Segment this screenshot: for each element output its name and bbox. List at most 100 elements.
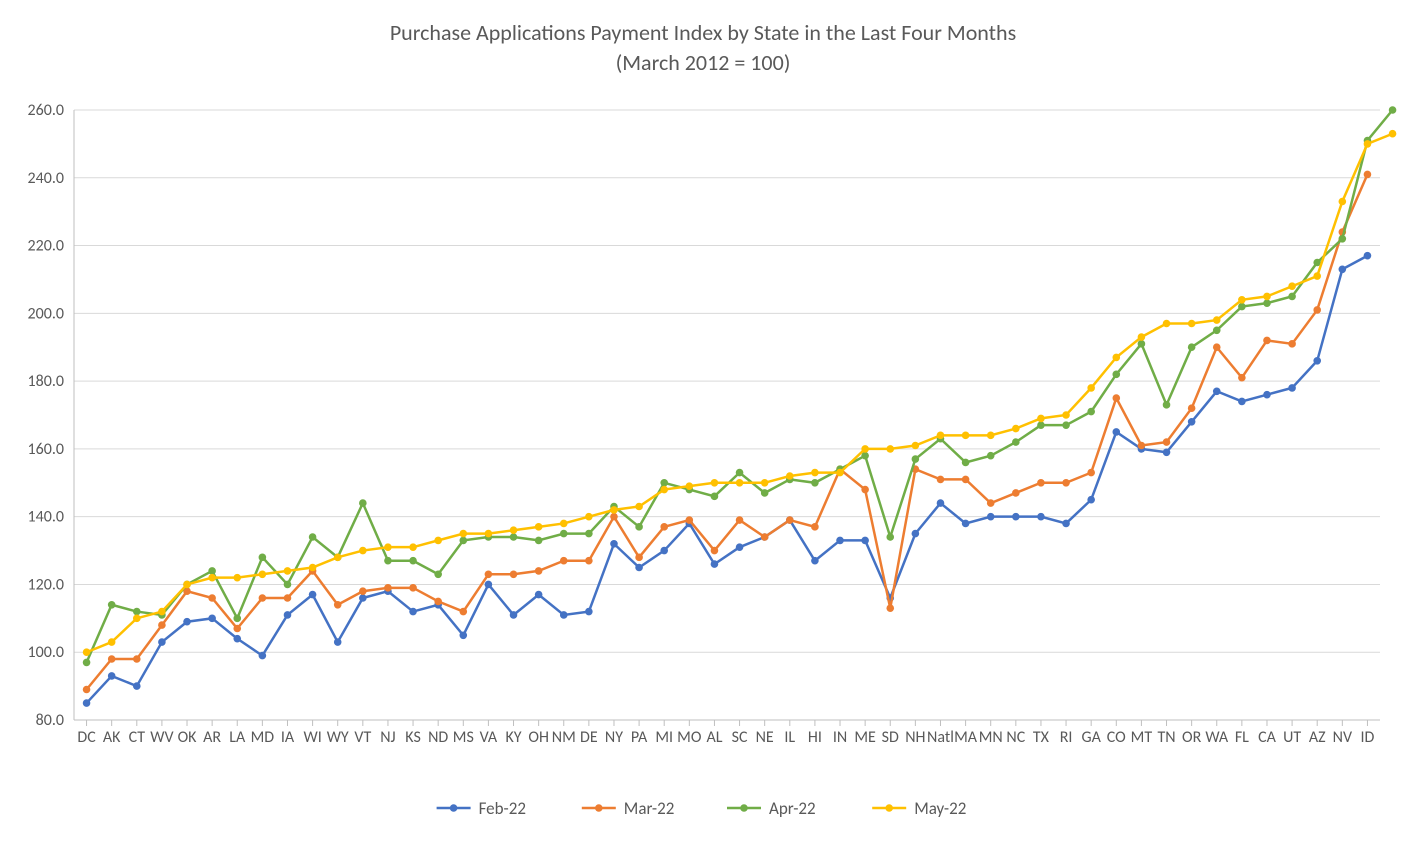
x-tick-label: KS	[405, 728, 421, 747]
series-marker	[761, 489, 769, 497]
series-marker	[183, 581, 191, 589]
series-marker	[660, 479, 668, 487]
series-marker	[1339, 265, 1347, 273]
series-marker	[384, 557, 392, 565]
x-tick-label: KY	[505, 728, 521, 747]
series-marker	[886, 445, 894, 453]
series-marker	[133, 682, 141, 690]
series-marker	[459, 608, 467, 616]
series-marker	[1037, 421, 1045, 429]
series-marker	[761, 533, 769, 541]
series-marker	[384, 584, 392, 592]
series-marker	[1213, 387, 1221, 395]
x-tick-label: MS	[453, 728, 474, 747]
series-marker	[485, 581, 493, 589]
series-marker	[987, 432, 995, 440]
x-tick-label: CT	[129, 728, 146, 747]
series-marker	[736, 516, 744, 524]
y-tick-label: 80.0	[36, 711, 64, 730]
series-marker	[610, 513, 618, 521]
series-marker	[510, 533, 518, 541]
series-marker	[434, 537, 442, 545]
y-tick-label: 100.0	[28, 643, 64, 662]
legend-swatch-marker	[740, 804, 748, 812]
y-tick-label: 260.0	[28, 101, 64, 120]
legend-swatch-marker	[450, 804, 458, 812]
series-marker	[510, 526, 518, 534]
series-marker	[711, 560, 719, 568]
series-marker	[1288, 340, 1296, 348]
series-marker	[1364, 252, 1372, 260]
series-marker	[1163, 438, 1171, 446]
series-marker	[359, 499, 367, 507]
x-tick-label: MT	[1131, 728, 1153, 747]
chart-svg: 80.0100.0120.0140.0160.0180.0200.0220.02…	[0, 0, 1406, 851]
series-marker	[1112, 354, 1120, 362]
series-marker	[635, 523, 643, 531]
series-marker	[786, 516, 794, 524]
series-marker	[686, 516, 694, 524]
legend-label: Feb-22	[479, 798, 526, 819]
series-marker	[1288, 384, 1296, 392]
x-tick-label: FL	[1235, 728, 1249, 747]
series-marker	[359, 594, 367, 602]
x-tick-label: RI	[1060, 728, 1073, 747]
x-tick-label: HI	[808, 728, 822, 747]
x-tick-label: VA	[480, 728, 498, 747]
legend-swatch-marker	[595, 804, 603, 812]
series-marker	[836, 537, 844, 545]
series-marker	[208, 594, 216, 602]
x-tick-label: MI	[655, 728, 673, 747]
series-marker	[937, 499, 945, 507]
series-marker	[233, 615, 241, 623]
series-marker	[1213, 326, 1221, 334]
y-tick-label: 120.0	[28, 575, 64, 594]
x-tick-label: CO	[1107, 728, 1126, 747]
series-marker	[334, 601, 342, 609]
series-marker	[434, 570, 442, 578]
series-marker	[1138, 442, 1146, 450]
series-marker	[1138, 333, 1146, 341]
series-marker	[1313, 272, 1321, 280]
series-marker	[1188, 404, 1196, 412]
payment-index-chart: 80.0100.0120.0140.0160.0180.0200.0220.02…	[0, 0, 1406, 851]
x-tick-label: MD	[251, 728, 275, 747]
series-marker	[409, 584, 417, 592]
series-marker	[635, 503, 643, 511]
x-tick-label: NY	[605, 728, 623, 747]
series-marker	[912, 455, 920, 463]
series-marker	[133, 608, 141, 616]
x-tick-label: OK	[178, 728, 198, 747]
series-marker	[359, 587, 367, 595]
series-marker	[861, 445, 869, 453]
series-marker	[585, 513, 593, 521]
y-tick-label: 220.0	[28, 237, 64, 256]
x-tick-label: MN	[979, 728, 1003, 747]
legend-label: May-22	[914, 798, 966, 819]
series-marker	[309, 533, 317, 541]
x-tick-label: NC	[1006, 728, 1025, 747]
series-marker	[1037, 479, 1045, 487]
y-tick-label: 140.0	[28, 508, 64, 527]
series-marker	[937, 476, 945, 484]
series-marker	[912, 442, 920, 450]
series-marker	[485, 570, 493, 578]
series-marker	[259, 652, 267, 660]
series-marker	[560, 520, 568, 528]
series-marker	[535, 567, 543, 575]
series-marker	[1288, 282, 1296, 290]
x-tick-label: WY	[327, 728, 349, 747]
series-marker	[233, 574, 241, 582]
series-marker	[208, 615, 216, 623]
x-tick-label: IL	[784, 728, 795, 747]
series-marker	[1213, 343, 1221, 351]
series-marker	[962, 432, 970, 440]
x-tick-label: Natl	[927, 728, 954, 747]
series-marker	[233, 635, 241, 643]
x-tick-label: CA	[1258, 728, 1277, 747]
series-marker	[384, 543, 392, 551]
series-marker	[711, 479, 719, 487]
series-marker	[1112, 428, 1120, 436]
series-marker	[409, 608, 417, 616]
series-marker	[811, 523, 819, 531]
